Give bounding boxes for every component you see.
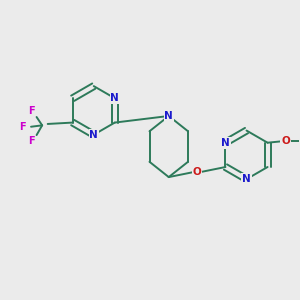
Text: N: N [89,130,98,140]
Text: F: F [28,136,34,146]
Text: N: N [242,174,251,184]
Text: O: O [193,167,202,177]
Text: F: F [20,122,26,132]
Text: N: N [110,93,119,103]
Text: N: N [164,111,173,121]
Text: F: F [28,106,34,116]
Text: N: N [221,138,230,148]
Text: O: O [281,136,290,146]
